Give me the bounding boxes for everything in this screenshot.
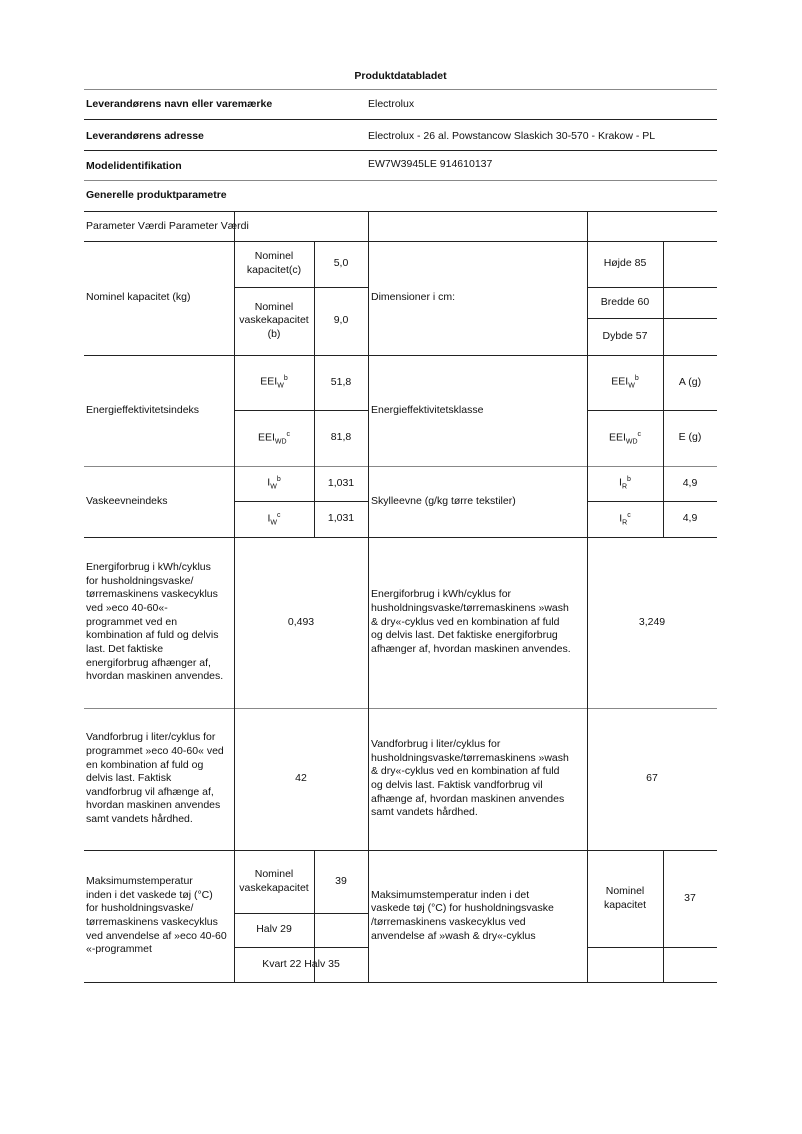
temp-wd-rated-value: 37: [684, 891, 696, 904]
water-label: Vandforbrug i liter/cyklus for programme…: [86, 731, 224, 826]
grid-line: [84, 241, 717, 242]
grid-line: [663, 850, 664, 982]
class-wd-value: E (g): [678, 431, 702, 444]
eei-w-symbol: EEIWb: [260, 375, 288, 390]
temp-wd-rated-label: Nominel kapacitet: [603, 884, 647, 911]
depth-value: Dybde 57: [602, 329, 648, 342]
eei-w-value: 51,8: [330, 375, 352, 388]
grid-line: [84, 537, 717, 538]
address-label: Leverandørens adresse: [86, 130, 204, 143]
energy-class-label: Energieffektivitetsklasse: [371, 403, 484, 416]
grid-line: [84, 355, 717, 356]
energy-wd-label: Energiforbrug i kWh/cyklus for husholdni…: [371, 588, 571, 655]
grid-line: [234, 410, 368, 411]
grid-line: [84, 119, 717, 120]
grid-line: [587, 211, 588, 982]
wash-capacity-label: Nominel vaskekapacitet (b): [239, 300, 309, 340]
grid-line: [314, 850, 315, 982]
header-row: Parameter Værdi Parameter Værdi: [86, 220, 249, 233]
grid-line: [84, 150, 717, 151]
supplier-value: Electrolux: [368, 98, 415, 111]
temp-quarter: Kvart 22 Halv 35: [262, 957, 340, 970]
eei-wd-symbol: EEIWDc: [257, 430, 291, 446]
dimensions-label: Dimensioner i cm:: [371, 291, 456, 304]
temperature-label: Maksimumstemperatur inden i det vaskede …: [86, 875, 227, 956]
washing-index-label: Vaskeevneindeks: [86, 494, 168, 507]
grid-line: [84, 89, 717, 90]
water-value: 42: [295, 772, 307, 785]
model-label: Modelidentifikation: [86, 160, 182, 173]
grid-line: [587, 947, 717, 948]
grid-line: [587, 410, 717, 411]
section-heading: Generelle produktparametre: [86, 189, 227, 202]
supplier-label: Leverandørens navn eller varemærke: [86, 98, 273, 111]
eei-wd-value: 81,8: [330, 431, 352, 444]
height-value: Højde 85: [603, 257, 647, 270]
rated-capacity-label: Nominel kapacitet(c): [246, 250, 302, 276]
water-wd-value: 67: [646, 772, 658, 785]
grid-line: [84, 850, 717, 851]
ir-symbol-2: IRc: [619, 511, 631, 527]
grid-line: [234, 287, 368, 288]
grid-line: [84, 466, 717, 467]
capacity-label: Nominel kapacitet (kg): [86, 291, 191, 304]
grid-line: [84, 708, 717, 709]
temperature-wd-label: Maksimumstemperatur inden i det vaskede …: [371, 888, 554, 942]
grid-line: [84, 211, 717, 212]
class-wd-symbol: EEIWDc: [608, 430, 642, 446]
energy-label: Energiforbrug i kWh/cyklus for husholdni…: [86, 561, 224, 683]
grid-line: [314, 241, 315, 537]
class-w-symbol: EEIWb: [611, 375, 639, 390]
grid-line: [234, 947, 368, 948]
water-wd-label: Vandforbrug i liter/cyklus for husholdni…: [371, 738, 569, 819]
grid-line: [368, 211, 369, 982]
page-title: Produktdatabladet: [354, 70, 447, 83]
grid-line: [84, 180, 717, 181]
grid-line: [234, 211, 235, 982]
address-value: Electrolux - 26 al. Powstancow Slaskich …: [368, 130, 656, 143]
energy-wd-value: 3,249: [638, 615, 666, 628]
ir-value-2: 4,9: [682, 512, 698, 525]
energy-value: 0,493: [287, 615, 315, 628]
grid-line: [84, 982, 717, 983]
grid-line: [234, 501, 368, 502]
width-value: Bredde 60: [600, 295, 650, 308]
model-value: EW7W3945LE 914610137: [368, 158, 493, 171]
eei-label: Energieffektivitetsindeks: [86, 403, 200, 416]
class-w-value: A (g): [678, 375, 702, 388]
grid-line: [587, 501, 717, 502]
iw-value-1: 1,031: [327, 476, 355, 489]
ir-value-1: 4,9: [682, 476, 698, 489]
rated-capacity-value: 5,0: [333, 257, 349, 270]
temp-half: Halv 29: [256, 923, 292, 936]
grid-line: [234, 913, 368, 914]
iw-symbol-1: IWb: [267, 476, 281, 491]
wash-capacity-value: 9,0: [333, 314, 349, 327]
ir-symbol-1: IRb: [619, 476, 631, 491]
iw-symbol-2: IWc: [267, 511, 281, 527]
temp-rated-value: 39: [335, 874, 347, 887]
iw-value-2: 1,031: [327, 512, 355, 525]
temp-rated-label: Nominel vaskekapacitet: [239, 867, 309, 894]
rinse-label: Skylleevne (g/kg tørre tekstiler): [371, 494, 516, 507]
grid-line: [663, 241, 664, 537]
grid-line: [587, 318, 717, 319]
grid-line: [587, 287, 717, 288]
